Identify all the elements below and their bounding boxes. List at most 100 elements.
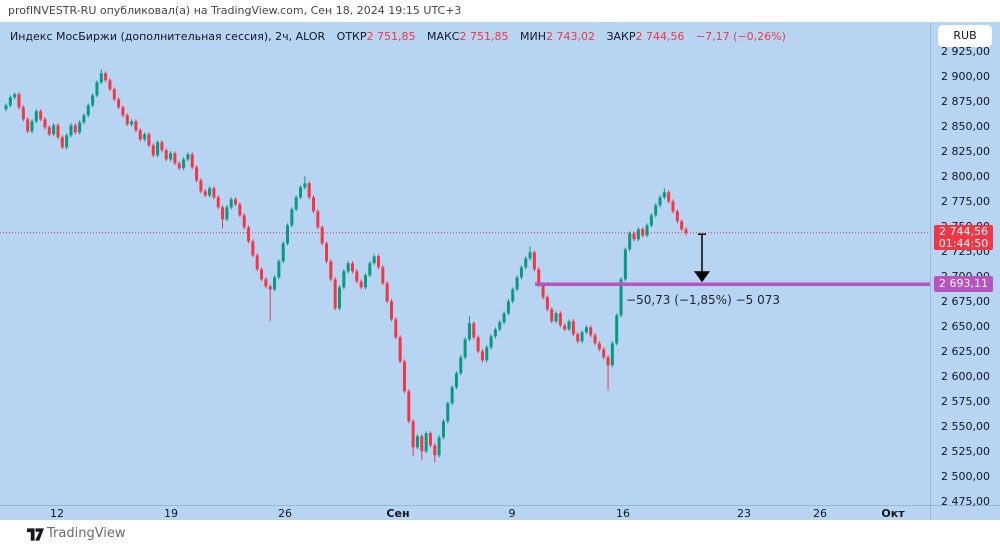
candle-body xyxy=(628,233,632,250)
candle-body xyxy=(645,225,649,236)
candle-body xyxy=(381,267,385,284)
candle-body xyxy=(43,119,47,128)
candle-body xyxy=(684,229,688,233)
candle-body xyxy=(21,107,25,120)
time-tick-label: 12 xyxy=(50,507,64,520)
currency-button[interactable]: RUB xyxy=(938,25,992,47)
candle-body xyxy=(208,188,212,196)
candle-body xyxy=(190,154,194,168)
price-tick-label: 2 575,00 xyxy=(941,395,990,409)
candle-body xyxy=(286,225,290,244)
candle-body xyxy=(363,275,367,288)
candle-body xyxy=(437,437,441,456)
candle-body xyxy=(320,227,324,244)
candle-body xyxy=(86,105,90,116)
candlestick-chart-canvas[interactable] xyxy=(0,22,1000,520)
tradingview-logo-icon[interactable] xyxy=(27,527,44,542)
candle-body xyxy=(303,183,307,188)
time-tick-label: Сен xyxy=(386,507,410,520)
candle-body xyxy=(34,111,38,122)
candle-body xyxy=(108,80,112,90)
change-value: −7,17 (−0,26%) xyxy=(695,30,786,43)
candle-body xyxy=(506,301,510,314)
candle-body xyxy=(95,82,99,96)
candle-body xyxy=(281,243,285,262)
candle-body xyxy=(221,207,225,220)
candle-body xyxy=(376,256,380,268)
price-tick-label: 2 825,00 xyxy=(941,145,990,159)
candle-body xyxy=(325,243,329,262)
time-tick-label: 23 xyxy=(737,507,751,520)
candle-body xyxy=(99,73,103,83)
price-tick-label: 2 500,00 xyxy=(941,470,990,484)
candle-body xyxy=(623,249,627,280)
candle-body xyxy=(636,229,640,240)
candle-body xyxy=(593,335,597,344)
candle-body xyxy=(260,269,264,280)
candle-body xyxy=(355,271,359,282)
price-tick-label: 2 600,00 xyxy=(941,370,990,384)
candle-body xyxy=(199,180,203,192)
candle-body xyxy=(368,263,372,276)
footer-bar: TradingView xyxy=(0,520,1000,549)
candle-body xyxy=(82,115,86,123)
time-tick-label: Окт xyxy=(881,507,905,520)
candle-body xyxy=(602,349,606,358)
close-label: ЗАКР xyxy=(606,30,636,43)
candle-body xyxy=(359,281,363,288)
candle-body xyxy=(515,277,519,290)
candle-body xyxy=(528,252,532,259)
candle-body xyxy=(13,94,17,98)
candle-body xyxy=(156,142,160,156)
high-value: 2 751,85 xyxy=(459,30,509,43)
candle-body xyxy=(654,205,658,216)
candle-body xyxy=(104,73,108,81)
low-label: МИН xyxy=(519,30,546,43)
time-tick-label: 26 xyxy=(813,507,827,520)
candle-body xyxy=(290,209,294,226)
close-value: 2 744,56 xyxy=(635,30,685,43)
drop-annotation-text: −50,73 (−1,85%) −5 073 xyxy=(626,293,780,307)
candle-body xyxy=(389,301,393,320)
candle-body xyxy=(238,204,242,216)
candle-body xyxy=(415,436,419,448)
price-tick-label: 2 875,00 xyxy=(941,95,990,109)
candle-body xyxy=(606,357,610,366)
candle-body xyxy=(182,159,186,169)
bar-countdown: 01:44:50 xyxy=(938,236,989,250)
candle-body xyxy=(667,192,671,202)
candle-body xyxy=(195,167,199,181)
candle-body xyxy=(571,321,575,335)
candle-body xyxy=(420,436,424,452)
price-tick-label: 2 850,00 xyxy=(941,120,990,134)
candle-body xyxy=(277,261,281,278)
time-tick-label: 16 xyxy=(616,507,630,520)
last-price-label: 2 744,56 01:44:50 xyxy=(934,225,993,250)
candle-body xyxy=(342,271,346,288)
candle-body xyxy=(580,332,584,342)
candle-body xyxy=(472,323,476,338)
candle-body xyxy=(203,191,207,196)
candle-body xyxy=(450,387,454,404)
candle-body xyxy=(467,323,471,340)
candle-body xyxy=(350,263,354,272)
tradingview-wordmark[interactable]: TradingView xyxy=(47,526,126,541)
candle-body xyxy=(52,125,56,135)
candle-body xyxy=(428,433,432,446)
price-tick-label: 2 625,00 xyxy=(941,345,990,359)
candle-body xyxy=(164,150,168,160)
candle-body xyxy=(4,105,8,110)
candle-body xyxy=(459,357,463,374)
candle-body xyxy=(502,313,506,323)
price-tick-label: 2 525,00 xyxy=(941,445,990,459)
candle-body xyxy=(177,163,181,169)
candle-body xyxy=(554,313,558,322)
level-price-label: 2 693,11 xyxy=(934,276,993,292)
candle-body xyxy=(30,121,34,132)
candle-body xyxy=(407,391,411,422)
price-tick-label: 2 800,00 xyxy=(941,170,990,184)
symbol-title: Индекс МосБиржи (дополнительная сессия),… xyxy=(10,30,326,43)
candle-body xyxy=(251,241,255,256)
candle-body xyxy=(186,154,190,160)
time-tick-label: 19 xyxy=(164,507,178,520)
